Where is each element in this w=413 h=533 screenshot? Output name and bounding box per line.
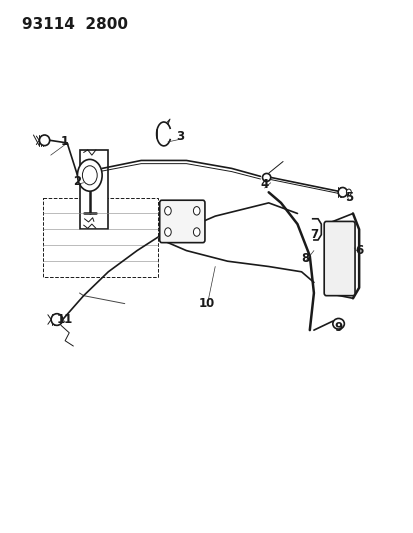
Polygon shape <box>79 150 108 229</box>
Ellipse shape <box>332 318 344 329</box>
Circle shape <box>164 207 171 215</box>
Circle shape <box>193 207 199 215</box>
FancyBboxPatch shape <box>159 200 204 243</box>
Circle shape <box>82 166 97 185</box>
FancyBboxPatch shape <box>323 221 354 296</box>
Text: 7: 7 <box>309 228 317 241</box>
Polygon shape <box>43 198 157 277</box>
Text: 5: 5 <box>344 191 352 204</box>
Text: 4: 4 <box>260 178 268 191</box>
Circle shape <box>346 189 351 196</box>
Circle shape <box>193 228 199 236</box>
Ellipse shape <box>337 188 347 197</box>
Text: 93114  2800: 93114 2800 <box>22 17 128 33</box>
Text: 10: 10 <box>198 297 215 310</box>
Text: 6: 6 <box>354 244 362 257</box>
Ellipse shape <box>39 135 50 146</box>
Text: 9: 9 <box>334 321 342 334</box>
Ellipse shape <box>51 314 62 325</box>
Ellipse shape <box>262 173 270 181</box>
Text: 2: 2 <box>73 175 81 188</box>
Text: 8: 8 <box>301 252 309 265</box>
Text: 1: 1 <box>61 135 69 148</box>
Text: 11: 11 <box>57 313 73 326</box>
Circle shape <box>164 228 171 236</box>
Text: 3: 3 <box>176 130 184 143</box>
Circle shape <box>77 159 102 191</box>
